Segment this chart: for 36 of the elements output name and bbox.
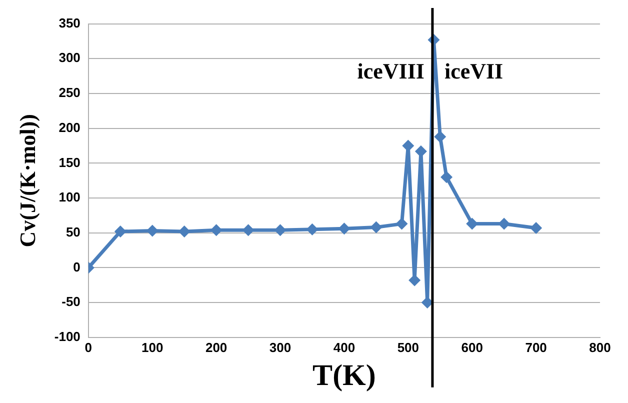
y-tick-label: 150	[58, 154, 80, 170]
x-tick-label: 100	[142, 340, 164, 355]
y-tick-label: 200	[58, 120, 80, 135]
point	[338, 222, 350, 235]
x-tick-label: 0	[84, 340, 92, 355]
annotation: iceVII	[444, 58, 504, 84]
y-tick-label: 250	[58, 85, 80, 100]
x-tick-label: 300	[269, 340, 292, 355]
y-tick-label: -50	[62, 294, 80, 310]
point	[210, 224, 222, 236]
x-tick-label: 700	[525, 340, 547, 355]
point	[274, 224, 286, 236]
y-axis-title: Cv(J/(K·mol))	[14, 114, 40, 248]
point	[434, 130, 446, 143]
point	[370, 221, 382, 234]
x-axis-title: T(K)	[312, 358, 376, 392]
y-tick-label: 350	[58, 15, 80, 30]
point	[498, 218, 510, 230]
y-tick-label: 300	[58, 50, 80, 66]
point	[440, 171, 453, 184]
x-tick-label: 200	[205, 340, 228, 355]
point	[114, 225, 126, 238]
point	[414, 145, 427, 158]
point	[242, 224, 254, 236]
y-tick-label: 0	[73, 259, 80, 274]
x-tick-label: 600	[461, 340, 483, 355]
point	[146, 224, 158, 237]
y-tick-label: 100	[58, 190, 80, 205]
x-tick-label: 500	[397, 340, 420, 355]
point	[396, 218, 408, 230]
point	[530, 222, 542, 234]
y-tick-label: -100	[54, 328, 80, 344]
y-tick-label: 50	[66, 224, 80, 240]
x-tick-label: 400	[333, 340, 356, 355]
x-tick-label: 800	[589, 340, 611, 355]
annotation: iceVIII	[357, 58, 424, 84]
